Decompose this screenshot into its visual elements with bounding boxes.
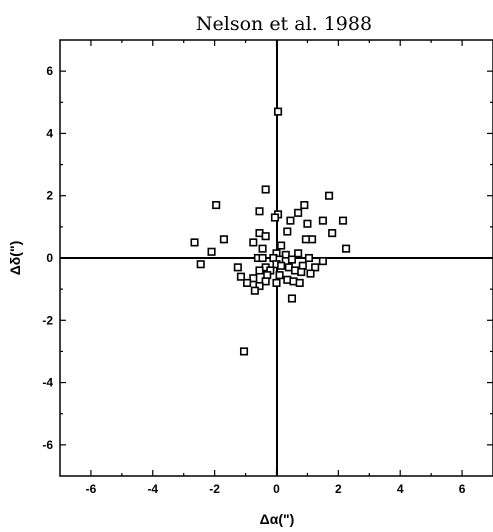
x-tick-label: 0 — [273, 482, 280, 496]
data-point — [196, 260, 205, 269]
x-axis-label: Δα(") — [260, 511, 295, 527]
data-point — [233, 263, 242, 272]
data-point — [219, 235, 228, 244]
data-point — [207, 247, 216, 256]
data-point — [243, 278, 252, 287]
data-points — [190, 107, 351, 356]
data-point — [277, 261, 286, 270]
data-point — [306, 269, 315, 278]
data-point — [236, 272, 245, 281]
data-point — [286, 216, 295, 225]
y-tick-label: -4 — [42, 376, 53, 390]
data-point — [261, 277, 270, 286]
data-point — [239, 347, 249, 356]
x-tick-label: 6 — [459, 482, 466, 496]
data-point — [273, 107, 283, 116]
data-point — [300, 201, 309, 210]
y-tick-label: 2 — [46, 189, 53, 203]
data-point — [275, 271, 284, 280]
y-axis-label: Δδ(") — [7, 241, 23, 276]
x-tick-label: -4 — [147, 482, 158, 496]
x-tick-label: -2 — [209, 482, 220, 496]
data-point — [301, 235, 310, 244]
data-point — [294, 208, 303, 217]
data-point — [261, 185, 270, 194]
y-tick-label: 4 — [46, 126, 53, 140]
data-point — [287, 294, 297, 303]
data-point — [328, 229, 337, 238]
tick-labels: -6 -4 -2 0 2 4 6 -6 -4 -2 0 2 4 6 — [42, 64, 465, 496]
data-point — [277, 241, 286, 250]
data-point — [249, 274, 258, 283]
data-point — [249, 238, 258, 247]
x-tick-label: 4 — [397, 482, 404, 496]
data-point — [258, 244, 267, 253]
data-point — [255, 207, 264, 216]
data-point — [311, 263, 320, 272]
data-point — [270, 213, 280, 222]
y-tick-label: 0 — [46, 251, 53, 265]
data-point — [342, 244, 351, 253]
data-point — [250, 286, 259, 295]
data-point — [338, 216, 348, 225]
y-tick-label: -2 — [42, 313, 53, 327]
x-tick-label: 2 — [335, 482, 342, 496]
data-point — [255, 281, 264, 291]
data-point — [258, 253, 267, 263]
axis-ticks — [60, 40, 493, 476]
data-point — [190, 238, 199, 247]
x-tick-label: -6 — [86, 482, 97, 496]
data-point — [318, 216, 327, 225]
y-tick-label: 6 — [46, 64, 53, 78]
y-tick-label: -6 — [42, 438, 53, 452]
data-point — [325, 191, 334, 200]
data-point — [297, 267, 306, 277]
data-point — [295, 278, 304, 287]
data-point — [318, 257, 327, 266]
data-point — [261, 232, 270, 241]
chart-title: Nelson et al. 1988 — [196, 13, 372, 35]
data-point — [283, 227, 292, 236]
data-point — [304, 253, 314, 263]
data-point — [287, 255, 297, 264]
data-point — [303, 219, 312, 228]
data-point — [255, 266, 264, 275]
data-point — [212, 201, 221, 210]
data-point — [294, 249, 303, 258]
data-point — [272, 278, 281, 287]
